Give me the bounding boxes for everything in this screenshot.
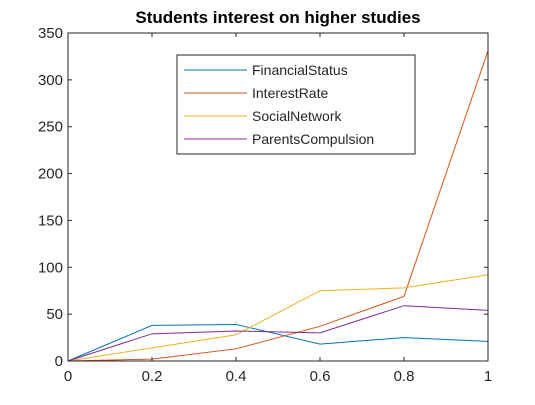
y-tick-label: 250 [38, 119, 63, 136]
axes-box [67, 32, 489, 362]
series-line-parentscompulsion [67, 305, 489, 362]
legend-entry: ParentsCompulsion [252, 131, 374, 147]
x-tick-label: 1 [484, 368, 492, 385]
y-tick-label: 0 [55, 353, 63, 370]
x-tick-label: 0 [64, 368, 72, 385]
legend-box [176, 54, 416, 155]
legend: FinancialStatus InterestRate SocialNetwork… [176, 54, 416, 155]
series-line-interestrate [67, 50, 489, 362]
x-tick-label: 0.6 [310, 368, 331, 385]
series-line-financialstatus [67, 323, 489, 362]
y-tick-label: 350 [38, 25, 63, 42]
plot-area [67, 50, 489, 362]
x-tick-label: 0.8 [394, 368, 415, 385]
x-tick-label: 0.4 [226, 368, 247, 385]
y-tick-label: 100 [38, 259, 63, 276]
axes: 0 0.2 0.4 0.6 0.8 1 0 50 100 150 200 250 300 350 [38, 25, 492, 385]
x-tick-label: 0.2 [142, 368, 163, 385]
legend-entry: FinancialStatus [252, 62, 348, 78]
y-tick-label: 200 [38, 166, 63, 183]
series-line-socialnetwork [67, 274, 489, 362]
chart-title: Students interest on higher studies [135, 8, 420, 27]
legend-entry: SocialNetwork [252, 108, 342, 124]
y-tick-label: 150 [38, 212, 63, 229]
legend-entry: InterestRate [252, 85, 328, 101]
y-tick-label: 300 [38, 72, 63, 89]
y-tick-label: 50 [46, 306, 63, 323]
